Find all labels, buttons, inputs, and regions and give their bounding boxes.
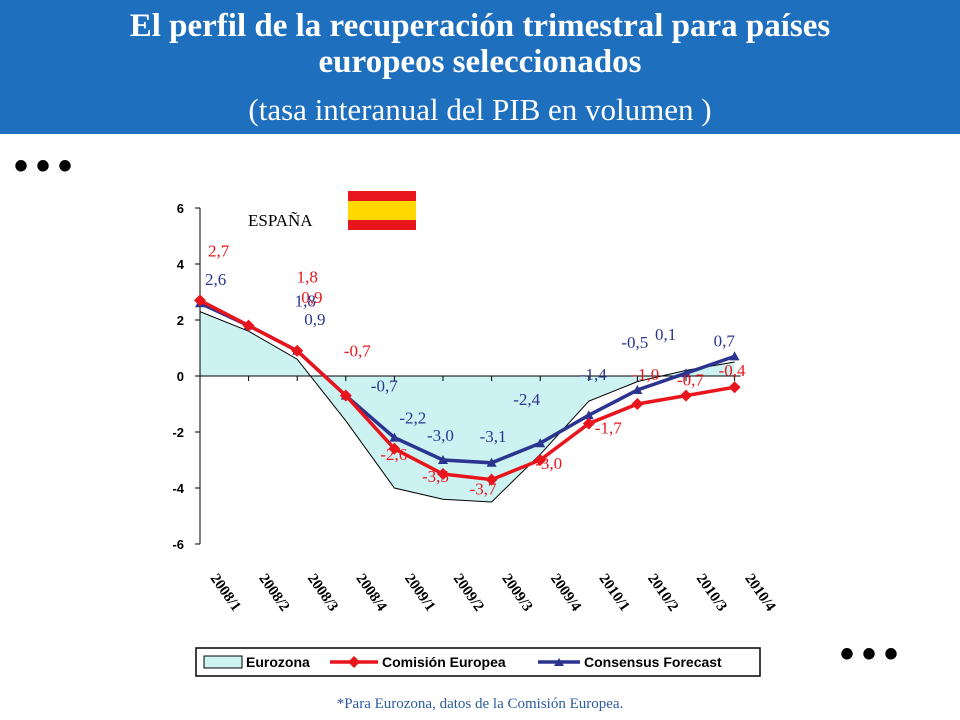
x-tick-label: 2008/2 (255, 571, 292, 614)
page-title-line-1: El perfil de la recuperación trimestral … (129, 8, 831, 44)
legend-label-commission: Comisión Europea (382, 654, 506, 670)
x-tick-label: 2010/2 (644, 571, 681, 614)
legend-label-consensus: Consensus Forecast (584, 654, 722, 670)
y-tick-label: 2 (177, 313, 184, 328)
commission-data-label: -3,7 (470, 480, 497, 499)
commission-point (242, 319, 255, 332)
commission-data-label: -0,4 (719, 361, 746, 380)
consensus-point (583, 410, 594, 420)
x-tick-label: 2009/2 (450, 571, 487, 614)
consensus-point (729, 351, 740, 361)
commission-point (485, 473, 498, 486)
commission-data-label: -1,7 (595, 419, 622, 438)
legend-box (195, 647, 761, 677)
commission-data-label: -0,7 (677, 371, 704, 390)
x-tick-label: 2009/3 (498, 571, 535, 614)
y-tick-label: 0 (177, 369, 184, 384)
commission-point (680, 389, 692, 402)
legend-marker-commission (348, 656, 360, 668)
x-tick-label: 2009/1 (401, 571, 438, 614)
consensus-data-label: -0,5 (621, 333, 648, 352)
y-tick-label: -4 (172, 481, 184, 496)
consensus-data-label: 2,6 (205, 270, 226, 289)
y-tick-label: 4 (177, 257, 185, 272)
country-label: ESPAÑA (248, 211, 313, 230)
x-tick-label: 2008/3 (304, 571, 341, 614)
x-tick-label: 2009/4 (547, 571, 584, 615)
ellipsis-dots-bottom: ••• (840, 632, 907, 676)
legend-label-eurozona: Eurozona (246, 654, 310, 670)
y-tick-label: -2 (172, 425, 184, 440)
commission-point (631, 398, 644, 410)
commission-data-label: -0,7 (344, 342, 371, 361)
flag-stripe-bottom (348, 220, 416, 230)
consensus-point (486, 457, 497, 467)
footnote: *Para Eurozona, datos de la Comisión Eur… (336, 696, 624, 712)
consensus-point (389, 432, 400, 442)
commission-point (291, 344, 304, 357)
commission-data-label: -3,0 (535, 454, 562, 473)
commission-point (194, 294, 206, 307)
consensus-data-label: -2,2 (399, 409, 426, 428)
commission-line (199, 298, 735, 482)
x-tick-label: 2010/3 (693, 571, 730, 614)
commission-point (339, 389, 352, 402)
y-tick-label: 6 (177, 201, 184, 216)
eurozone-outline (199, 311, 735, 503)
consensus-data-label: -1,4 (580, 365, 607, 384)
commission-data-label: -3,5 (422, 467, 449, 486)
consensus-data-label: 1,8 (295, 292, 316, 311)
ellipsis-dots-top: ••• (14, 144, 81, 188)
commission-data-label: -1,0 (632, 365, 659, 384)
commission-point (437, 468, 449, 480)
consensus-data-label: 0,9 (304, 310, 325, 329)
y-tick-label: -6 (172, 537, 184, 552)
legend-swatch-eurozona (203, 655, 243, 669)
header-banner: El perfil de la recuperación trimestral … (0, 0, 960, 134)
consensus-point (632, 385, 643, 394)
consensus-data-label: -2,4 (513, 390, 540, 409)
gdp-chart: 6 4 2 0 -2 -4 -6 2008/1 2008/2 2008/3 2008/4 2009/1… (172, 191, 779, 677)
eurozone-area (200, 311, 735, 502)
consensus-data-label: -0,7 (371, 377, 398, 396)
consensus-data-label: 0,7 (714, 331, 736, 350)
legend-marker-consensus (554, 658, 564, 666)
consensus-point (438, 455, 448, 464)
commission-data-label: -2,6 (380, 445, 407, 464)
page-subtitle: (tasa interanual del PIB en volumen ) (248, 92, 712, 127)
consensus-data-label: -3,1 (480, 427, 507, 446)
x-tick-label: 2008/4 (353, 571, 390, 615)
commission-point (388, 442, 401, 455)
commission-data-label: 1,8 (297, 268, 318, 287)
commission-point (534, 454, 547, 466)
flag-stripe-top (348, 191, 416, 201)
commission-data-label: 0,9 (301, 288, 322, 307)
x-tick-label: 2008/1 (207, 571, 244, 614)
consensus-point (535, 438, 546, 448)
consensus-point (681, 368, 691, 378)
consensus-data-label: 0,1 (655, 325, 676, 344)
commission-point (728, 381, 741, 394)
x-tick-label: 2010/4 (741, 571, 778, 615)
consensus-data-label: -3,0 (427, 426, 454, 445)
commission-data-label: 2,7 (208, 241, 230, 260)
commission-point (582, 417, 595, 430)
x-tick-label: 2010/1 (596, 571, 633, 614)
page-title-line-2: europeos seleccionados (318, 44, 642, 80)
flag-stripe-middle (348, 201, 416, 220)
